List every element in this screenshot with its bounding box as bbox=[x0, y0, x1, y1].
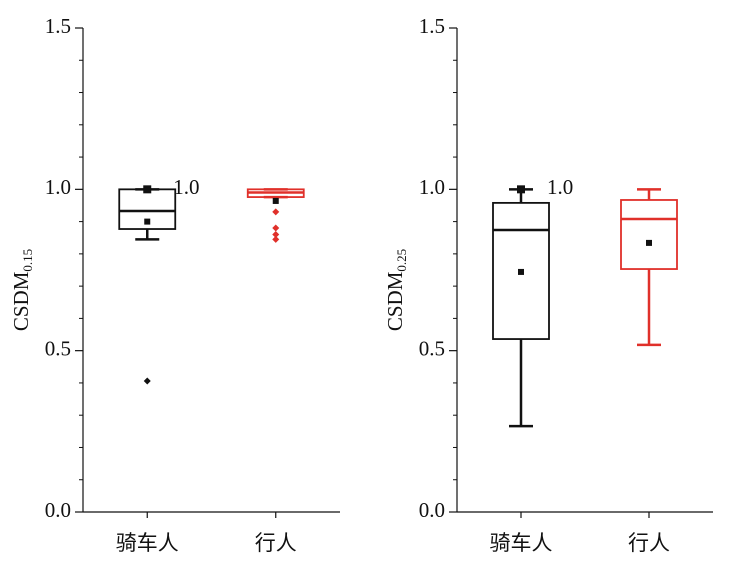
box bbox=[620, 199, 678, 270]
y-tick-label: 1.0 bbox=[45, 175, 71, 199]
box bbox=[492, 201, 550, 340]
mean bbox=[144, 218, 151, 225]
annotation: 1.0 bbox=[173, 175, 199, 199]
y-axis-label: CSDM0.25 bbox=[383, 249, 409, 331]
outlier bbox=[272, 208, 280, 216]
mean bbox=[272, 197, 279, 204]
x-tick-label: 骑车人 bbox=[116, 531, 179, 555]
y-tick-label: 0.5 bbox=[419, 336, 445, 360]
y-tick-label: 0.0 bbox=[45, 498, 71, 522]
chart: 0.0 0.5 1.0 1.5 CSDM0.25 骑车人 行人 1.0 bbox=[383, 14, 713, 555]
y-axis-label-main: CSDM bbox=[9, 271, 33, 331]
y-axis-label-sub: 0.15 bbox=[20, 249, 35, 272]
annotation: 1.0 bbox=[547, 175, 573, 199]
outlier bbox=[272, 224, 280, 232]
outlier bbox=[143, 377, 151, 385]
x-tick-label: 骑车人 bbox=[490, 531, 553, 555]
x-tick-label: 行人 bbox=[255, 531, 297, 555]
y-tick-label: 1.0 bbox=[419, 175, 445, 199]
y-axis-label-sub: 0.25 bbox=[394, 249, 409, 272]
outlier bbox=[272, 231, 280, 239]
max-marker bbox=[517, 185, 525, 194]
y-tick-label: 1.5 bbox=[419, 14, 445, 38]
mean bbox=[646, 239, 652, 246]
y-tick-label: 0.0 bbox=[419, 498, 445, 522]
mean bbox=[518, 268, 524, 275]
outlier bbox=[272, 235, 280, 243]
y-axis-label-main: CSDM bbox=[383, 271, 407, 331]
y-tick-label: 0.5 bbox=[45, 336, 71, 360]
y-tick-label: 1.5 bbox=[45, 14, 71, 38]
x-tick-label: 行人 bbox=[628, 531, 670, 555]
max-marker bbox=[143, 185, 152, 194]
chart: 0.0 0.5 1.0 1.5 CSDM0.15 骑车人 行人 1.0 bbox=[9, 14, 340, 555]
y-axis-label: CSDM0.15 bbox=[9, 249, 35, 331]
